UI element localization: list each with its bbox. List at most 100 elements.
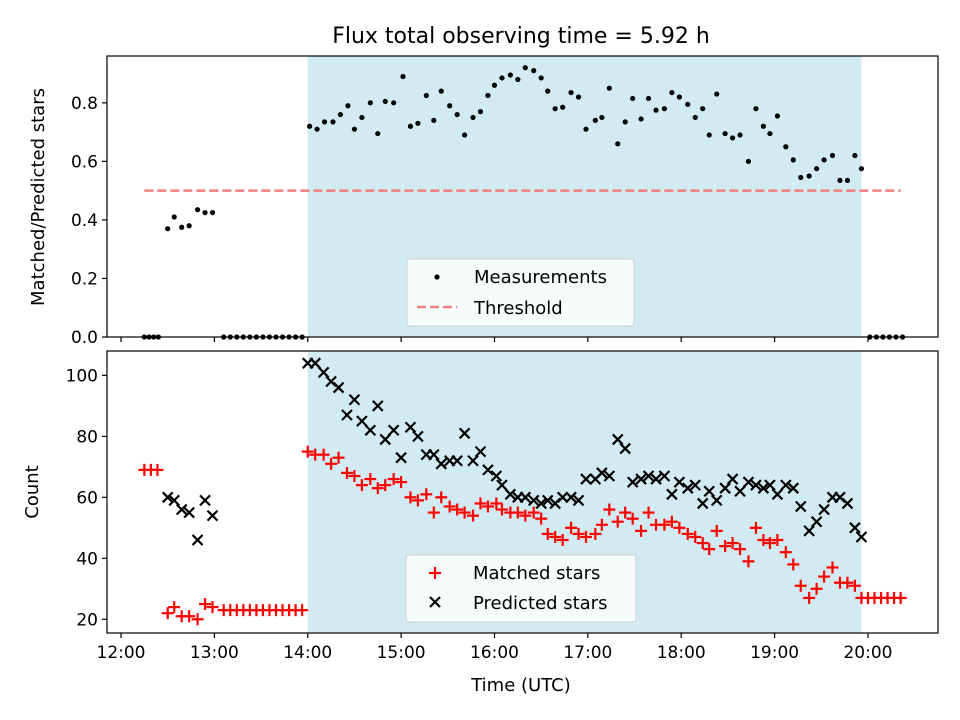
matched-star-point <box>183 610 196 623</box>
predicted-star-point <box>787 482 800 494</box>
top-axes: 0.0 0.2 0.4 0.6 0.8 <box>71 55 939 348</box>
predicted-star-point <box>199 494 211 507</box>
matched-star-point <box>371 482 384 495</box>
measurement-point <box>622 119 628 125</box>
measurement-point <box>814 166 820 172</box>
measurement-point <box>821 157 827 163</box>
measurement-point <box>423 92 429 99</box>
predicted-star-point <box>742 476 755 488</box>
matched-star-point <box>826 561 839 574</box>
bottom-legend: Matched stars Predicted stars <box>405 554 637 623</box>
matched-star-point <box>451 503 464 516</box>
matched-star-point <box>771 534 784 547</box>
x-tick-label: 14:00 <box>283 643 332 663</box>
y-tick-label: 0.2 <box>71 269 98 289</box>
predicted-star-point <box>412 430 424 443</box>
predicted-star-point <box>780 479 792 491</box>
predicted-star-point <box>379 433 392 446</box>
predicted-star-point <box>734 485 746 498</box>
matched-star-point <box>681 527 694 540</box>
matched-star-point <box>395 476 408 489</box>
predicted-star-point <box>556 491 569 504</box>
matched-star-point <box>420 488 433 501</box>
measurement-point <box>499 75 505 81</box>
y-tick-label: 0.6 <box>71 152 98 172</box>
predicted-star-point <box>496 479 508 491</box>
bottom-matched-points <box>138 445 907 626</box>
predicted-star-point <box>611 433 624 446</box>
matched-star-point <box>296 604 309 617</box>
matched-star-point <box>565 521 578 534</box>
measurement-point <box>669 89 675 96</box>
measurement-point <box>606 85 612 91</box>
measurement-point <box>844 177 851 184</box>
matched-star-point <box>325 457 338 470</box>
matched-star-point <box>603 503 616 516</box>
x-tick-label: 16:00 <box>470 643 519 663</box>
predicted-star-point <box>757 482 770 494</box>
y-tick-label: 0.8 <box>71 94 98 114</box>
predicted-star-point <box>666 488 678 501</box>
measurement-point <box>209 209 216 216</box>
measurement-point <box>522 65 528 71</box>
predicted-star-point <box>490 470 503 482</box>
predicted-star-point <box>603 470 616 482</box>
predicted-star-point <box>565 491 577 504</box>
matched-star-point <box>427 506 440 519</box>
predicted-star-point <box>596 467 608 479</box>
predicted-star-point <box>317 366 330 379</box>
matched-star-point <box>474 497 487 510</box>
measurement-point <box>829 152 836 159</box>
predicted-star-point <box>719 482 731 494</box>
measurement-point <box>491 82 498 88</box>
measurement-point <box>400 73 406 80</box>
measurement-point <box>774 113 781 119</box>
measurement-point <box>485 92 491 99</box>
measurement-point <box>321 119 328 125</box>
predicted-star-point <box>364 424 377 437</box>
matched-star-point <box>495 503 508 516</box>
legend-matched-label: Matched stars <box>473 563 600 584</box>
predicted-star-point <box>387 424 400 437</box>
measurement-point <box>583 126 589 132</box>
y-tick-label: 80 <box>76 427 98 447</box>
matched-star-point <box>467 509 480 522</box>
predicted-star-point <box>535 497 547 510</box>
measurement-point <box>685 101 691 107</box>
measurement-point <box>806 173 812 179</box>
measurement-point <box>447 103 453 109</box>
matched-star-point <box>191 613 204 626</box>
measurement-point <box>700 106 706 112</box>
predicted-star-point <box>673 476 686 488</box>
measurement-point <box>599 114 605 121</box>
matched-star-point <box>535 512 548 525</box>
predicted-star-point <box>650 473 662 485</box>
measurement-point <box>538 75 544 81</box>
matched-star-point <box>404 491 417 504</box>
bottom-panel: Matched stars Predicted stars 12:00 13:00… <box>22 350 939 696</box>
predicted-star-point <box>527 494 540 507</box>
measurement-point <box>630 95 636 102</box>
matched-star-point <box>355 479 368 492</box>
predicted-star-point <box>206 509 219 522</box>
predicted-star-point <box>451 454 463 467</box>
matched-star-point <box>527 506 540 519</box>
bottom-x-axis-label: Time (UTC) <box>470 675 571 696</box>
top-legend: Measurements Threshold <box>406 258 635 327</box>
legend-measurements-label: Measurements <box>474 267 607 288</box>
predicted-star-point <box>191 534 204 546</box>
predicted-star-point <box>356 415 368 427</box>
y-tick-label: 60 <box>76 488 98 508</box>
measurement-point <box>337 111 344 118</box>
predicted-star-point <box>794 500 807 513</box>
predicted-star-point <box>810 515 823 528</box>
measurement-point <box>186 223 192 229</box>
matched-star-point <box>665 515 678 528</box>
predicted-star-point <box>404 421 417 433</box>
predicted-star-point <box>395 451 407 464</box>
predicted-star-point <box>764 479 776 491</box>
measurement-point <box>837 177 843 184</box>
x-tick-label: 17:00 <box>563 643 612 663</box>
measurement-point <box>202 209 208 216</box>
